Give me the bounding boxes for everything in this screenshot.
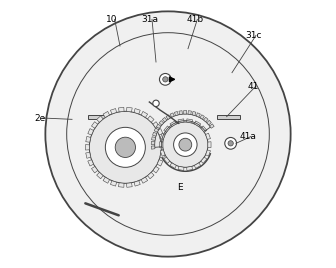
Polygon shape <box>196 113 200 117</box>
Polygon shape <box>157 160 163 166</box>
Polygon shape <box>188 111 192 114</box>
Circle shape <box>228 141 233 146</box>
Polygon shape <box>200 115 204 119</box>
Polygon shape <box>160 150 165 156</box>
Polygon shape <box>183 111 187 114</box>
Polygon shape <box>178 166 184 170</box>
Polygon shape <box>154 128 159 132</box>
Polygon shape <box>151 142 155 144</box>
Polygon shape <box>151 146 155 149</box>
Circle shape <box>163 122 208 167</box>
Text: 31a: 31a <box>141 15 158 24</box>
Polygon shape <box>127 107 132 112</box>
Polygon shape <box>204 117 208 122</box>
Polygon shape <box>160 142 163 148</box>
Polygon shape <box>187 119 193 123</box>
Polygon shape <box>174 111 178 116</box>
Polygon shape <box>207 120 211 125</box>
Polygon shape <box>170 163 176 168</box>
Polygon shape <box>159 121 164 125</box>
Polygon shape <box>192 111 196 116</box>
Circle shape <box>160 73 171 85</box>
Polygon shape <box>111 109 117 114</box>
Polygon shape <box>85 145 89 150</box>
Polygon shape <box>161 145 165 150</box>
Text: 41: 41 <box>248 81 259 91</box>
Polygon shape <box>206 150 210 156</box>
Polygon shape <box>97 172 103 179</box>
Polygon shape <box>119 183 124 187</box>
Polygon shape <box>179 111 182 114</box>
Polygon shape <box>86 136 91 142</box>
FancyBboxPatch shape <box>217 114 240 119</box>
Polygon shape <box>194 163 201 168</box>
Circle shape <box>225 137 237 149</box>
Polygon shape <box>103 177 110 183</box>
Polygon shape <box>86 152 91 158</box>
FancyBboxPatch shape <box>88 114 141 119</box>
Text: E: E <box>177 183 183 192</box>
Polygon shape <box>160 133 165 139</box>
Polygon shape <box>162 117 167 122</box>
Polygon shape <box>164 126 170 132</box>
Polygon shape <box>210 124 214 128</box>
Polygon shape <box>178 119 184 123</box>
Polygon shape <box>170 121 176 126</box>
Polygon shape <box>160 152 165 158</box>
Polygon shape <box>127 183 132 187</box>
Polygon shape <box>97 116 103 122</box>
Polygon shape <box>141 111 148 117</box>
Polygon shape <box>206 133 210 139</box>
Polygon shape <box>160 136 165 142</box>
Circle shape <box>174 133 197 157</box>
Circle shape <box>106 127 145 167</box>
Polygon shape <box>166 115 170 119</box>
Polygon shape <box>103 111 110 117</box>
Polygon shape <box>164 157 170 163</box>
Polygon shape <box>201 157 207 163</box>
Polygon shape <box>187 166 193 170</box>
Circle shape <box>89 111 161 183</box>
Text: 41a: 41a <box>240 132 256 141</box>
Polygon shape <box>134 181 140 186</box>
Polygon shape <box>91 122 98 128</box>
Polygon shape <box>153 166 159 173</box>
Text: 10: 10 <box>106 15 118 24</box>
Polygon shape <box>170 113 174 117</box>
Polygon shape <box>153 132 157 136</box>
Polygon shape <box>141 177 148 183</box>
Polygon shape <box>152 137 156 140</box>
Polygon shape <box>156 124 161 128</box>
Text: 31c: 31c <box>245 31 261 40</box>
Polygon shape <box>119 107 124 112</box>
Circle shape <box>153 100 159 107</box>
Polygon shape <box>194 121 201 126</box>
Text: 2e: 2e <box>34 114 46 122</box>
Circle shape <box>163 77 168 82</box>
Text: 41b: 41b <box>186 15 203 24</box>
Circle shape <box>115 137 135 158</box>
Polygon shape <box>88 160 93 166</box>
Polygon shape <box>201 126 207 132</box>
Polygon shape <box>153 122 159 128</box>
Polygon shape <box>148 172 154 179</box>
Polygon shape <box>157 129 163 135</box>
Polygon shape <box>91 166 98 173</box>
Polygon shape <box>208 142 211 148</box>
Polygon shape <box>148 116 154 122</box>
Circle shape <box>179 138 192 151</box>
Circle shape <box>45 11 291 257</box>
Polygon shape <box>88 129 93 135</box>
Polygon shape <box>111 181 117 186</box>
Polygon shape <box>134 109 140 114</box>
